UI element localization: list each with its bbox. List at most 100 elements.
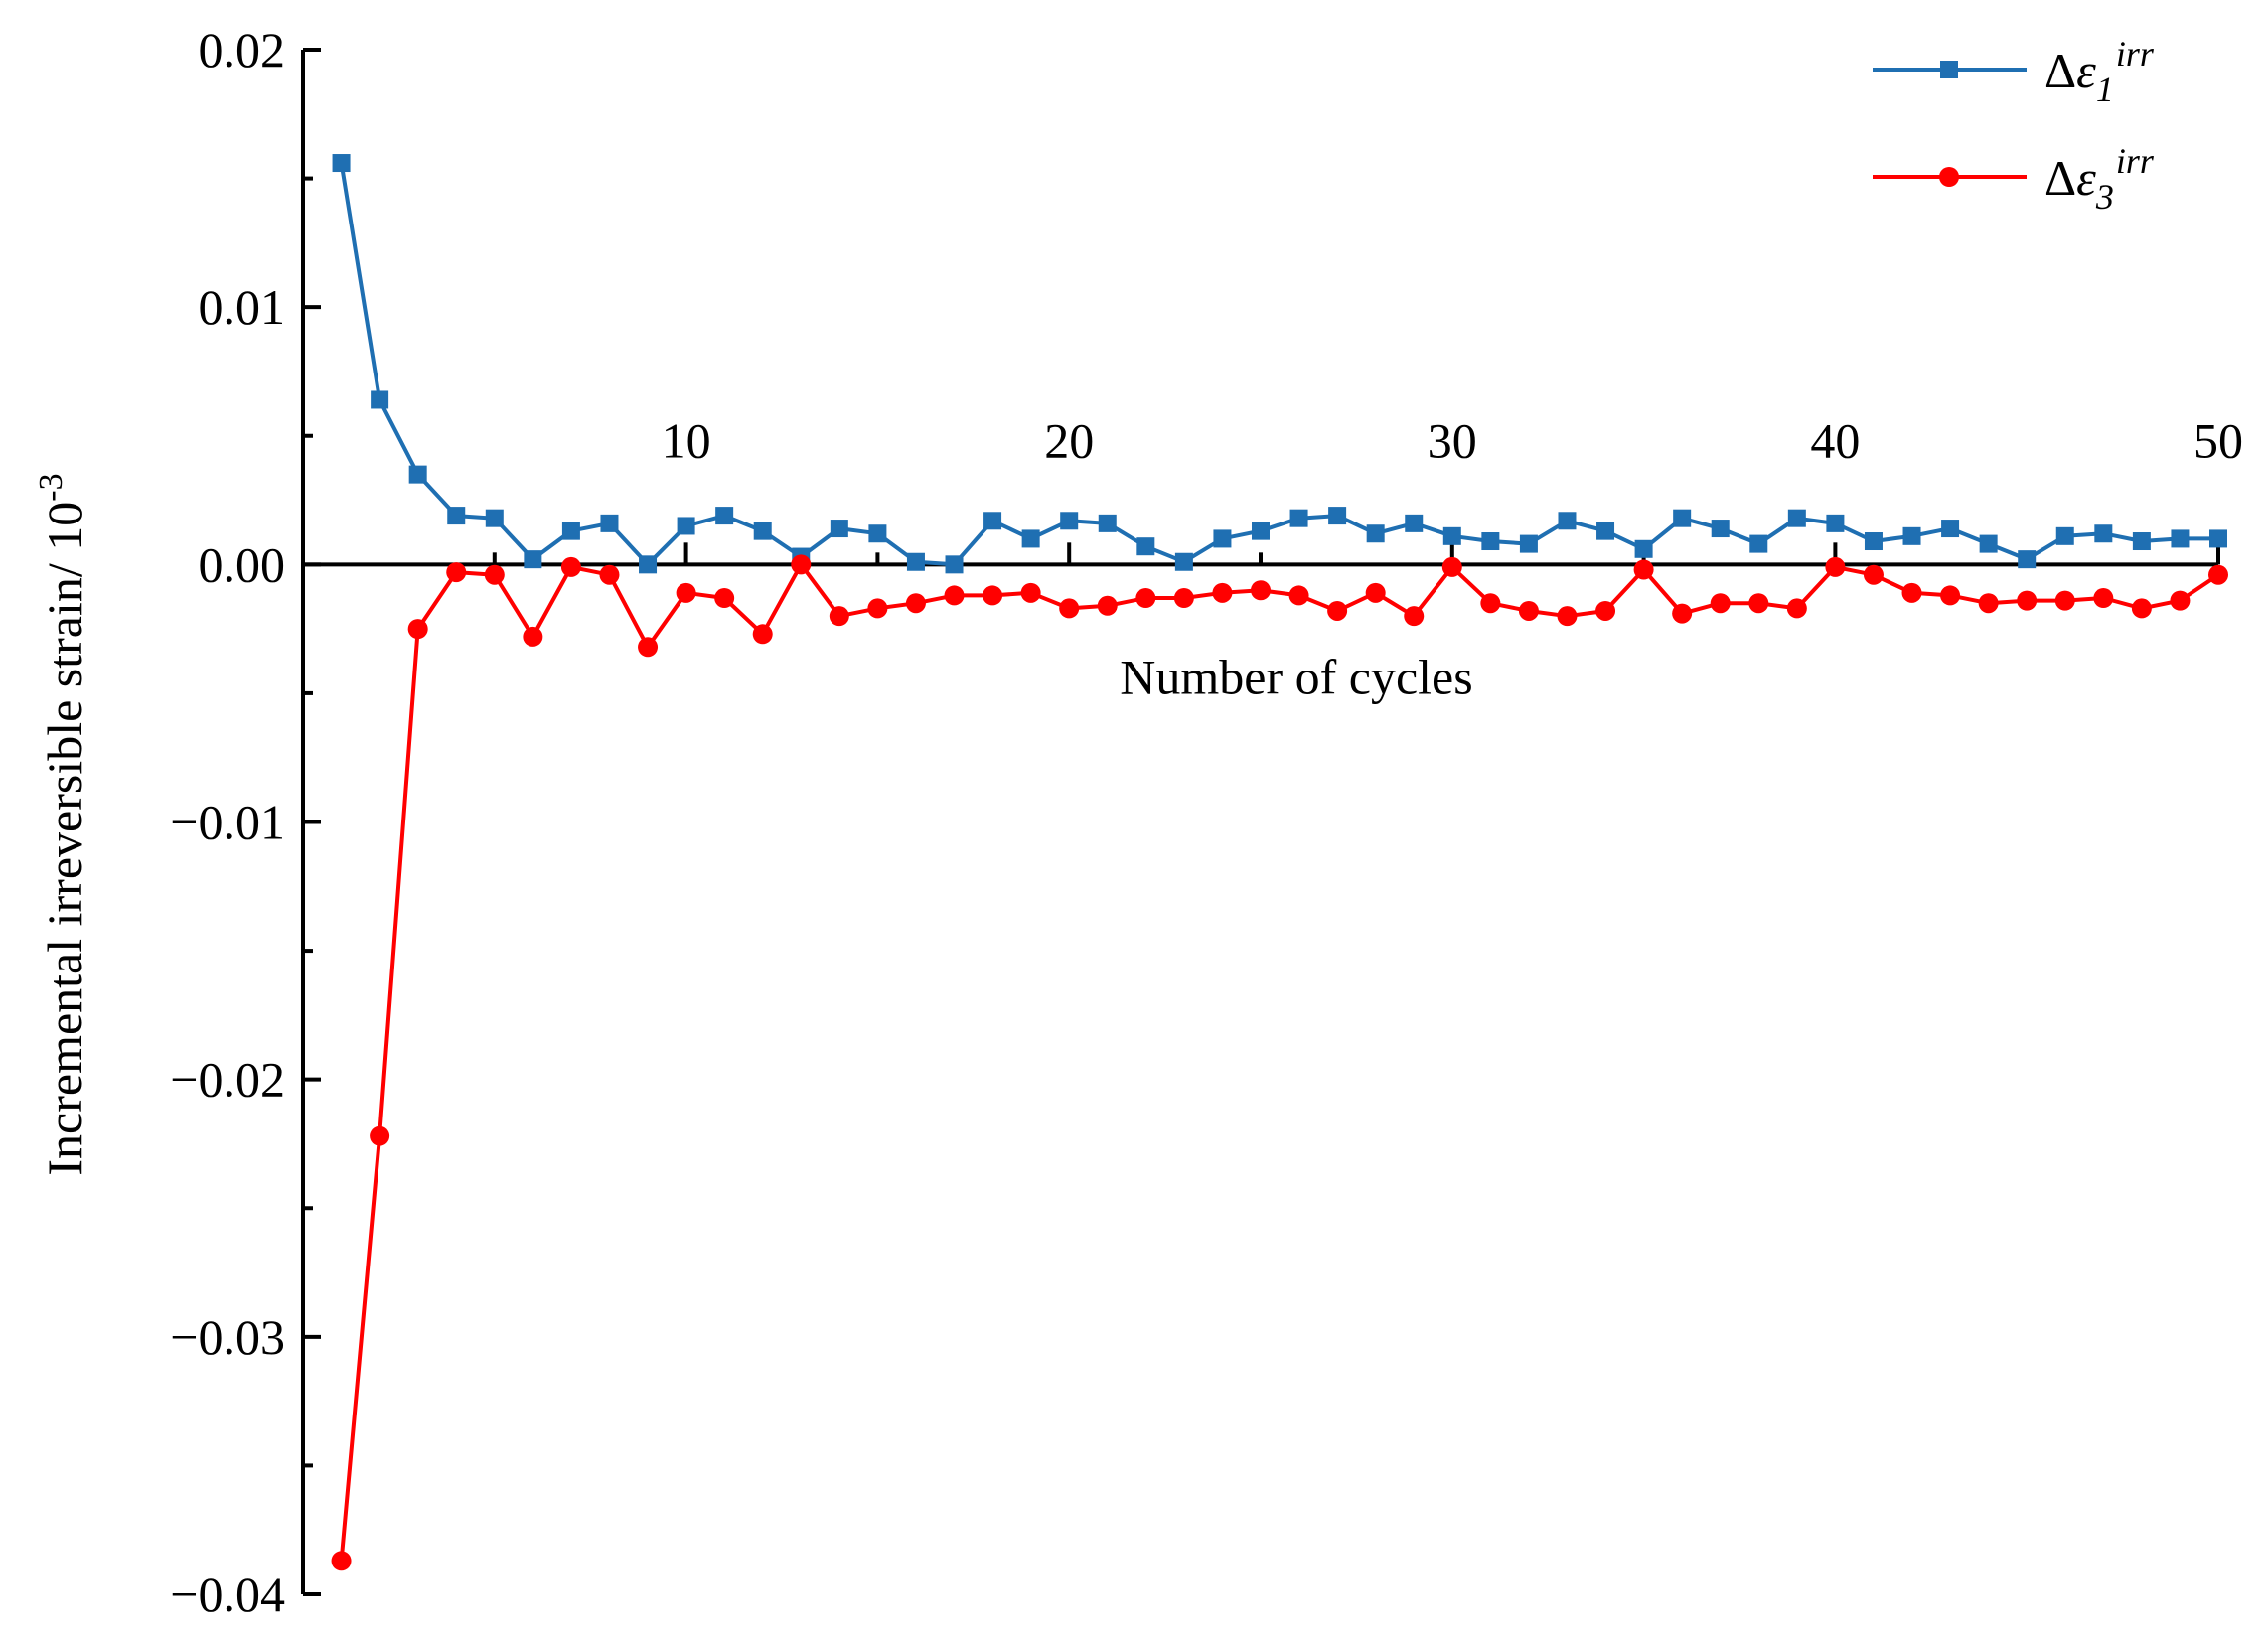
data-point [1748,593,1769,614]
data-point [1518,600,1539,621]
data-point [1252,522,1270,540]
data-point [1136,537,1155,556]
data-point [1327,600,1348,621]
series-line [339,162,2218,567]
data-point [2094,524,2113,543]
data-point [1098,514,1117,532]
data-point [561,522,580,540]
x-axis-title: Number of cycles [1120,649,1472,704]
data-point [791,554,812,575]
y-tick-label: −0.04 [170,1566,285,1622]
data-point [1595,600,1616,621]
data-point [332,154,351,173]
x-tick-label: 50 [2193,412,2243,468]
data-point [485,509,504,527]
data-point [714,588,735,609]
data-point [1441,556,1462,577]
data-point [830,520,848,538]
data-point [1710,593,1731,614]
data-point [752,624,773,645]
x-tick-label: 40 [1810,412,1860,468]
data-point [1979,534,1998,553]
data-point [1633,559,1654,580]
y-tick-label: −0.01 [170,795,285,850]
data-point [1213,529,1232,548]
data-point [371,390,389,409]
data-point [1366,524,1385,543]
data-point [638,637,659,658]
data-point [407,619,428,640]
data-point [599,564,620,585]
data-point [2131,598,2152,619]
data-point [1634,539,1653,558]
data-point [945,555,964,574]
data-point [868,524,887,543]
data-point [867,598,888,619]
data-point [446,562,467,583]
y-tick-label: −0.02 [170,1052,285,1108]
data-point [408,465,427,484]
data-point [944,585,965,606]
data-point [1557,606,1578,627]
x-tick-label: 20 [1044,412,1094,468]
data-point [523,626,543,647]
data-point [1060,512,1079,530]
data-point [1328,507,1347,525]
y-tick-label: −0.03 [170,1309,285,1365]
data-point [447,507,466,525]
y-axis: 0.02 0.01 0.00 −0.01 −0.02 −0.03 −0.04 [170,22,321,1622]
data-point [1480,593,1501,614]
data-point [1826,514,1845,532]
data-point [1519,534,1538,553]
data-point [983,585,1003,606]
data-point [2209,529,2227,548]
data-point [2093,588,2114,609]
data-point [1673,509,1692,527]
data-point [2055,526,2074,545]
data-point [2018,550,2037,569]
y-tick-label: 0.00 [199,536,286,592]
data-point [1288,585,1309,606]
data-point [677,517,695,535]
data-point [1787,509,1806,527]
data-point [1786,598,1807,619]
data-point [1059,598,1080,619]
data-point [370,1125,390,1146]
data-point [1901,582,1922,603]
data-point [2208,564,2228,585]
x-axis: 10 20 30 40 50 [303,412,2243,567]
data-point [600,514,619,532]
data-point [1978,593,1999,614]
data-point [2017,590,2038,611]
data-point [1020,582,1041,603]
data-point [2054,590,2075,611]
data-point [1405,514,1424,532]
data-point [1825,556,1846,577]
data-point [1289,509,1308,527]
series-2 [331,554,2228,1571]
x-tick-label: 10 [662,412,711,468]
series-1 [332,154,2227,574]
data-point [1749,534,1768,553]
legend: Δε1irr Δε3irr [1873,34,2155,217]
data-point [906,552,925,571]
data-point [1135,588,1156,609]
data-point [2132,532,2151,551]
data-point [560,556,581,577]
data-point [1173,588,1194,609]
data-point [2171,529,2190,548]
data-point [1863,564,1884,585]
data-point [1941,520,1960,538]
data-point [1365,582,1386,603]
data-point [1174,552,1193,571]
data-point [753,522,772,540]
data-point [983,512,1002,530]
data-point [1940,585,1961,606]
data-point [1672,603,1693,624]
data-point [1711,520,1730,538]
data-point [829,606,849,627]
data-point [715,507,734,525]
data-point [639,555,658,574]
data-point [1212,582,1233,603]
